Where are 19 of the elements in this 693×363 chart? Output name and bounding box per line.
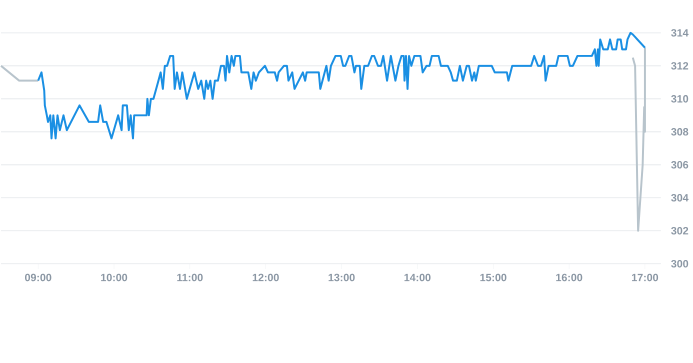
y-tick-label: 314 xyxy=(671,28,689,36)
x-tick-label: 14:00 xyxy=(404,274,431,282)
line-series xyxy=(37,32,646,140)
x-tick-label: 10:00 xyxy=(101,274,128,282)
x-tick-label: 15:00 xyxy=(480,274,506,282)
line-series xyxy=(632,46,646,232)
y-tick-label: 308 xyxy=(671,128,688,136)
x-tick-label: 13:00 xyxy=(328,274,355,282)
x-tick-label: 11:00 xyxy=(177,274,203,282)
x-tick-label: 09:00 xyxy=(25,274,52,282)
y-tick-label: 302 xyxy=(671,226,688,234)
y-tick-label: 306 xyxy=(671,160,688,168)
x-tick-label: 12:00 xyxy=(252,274,279,282)
y-tick-label: 312 xyxy=(671,62,688,70)
x-tick-label: 16:00 xyxy=(556,274,582,282)
y-tick-label: 310 xyxy=(671,94,688,102)
x-tick-label: 17:00 xyxy=(632,274,658,282)
y-tick-label: 304 xyxy=(671,194,689,202)
y-tick-label: 300 xyxy=(671,260,688,268)
